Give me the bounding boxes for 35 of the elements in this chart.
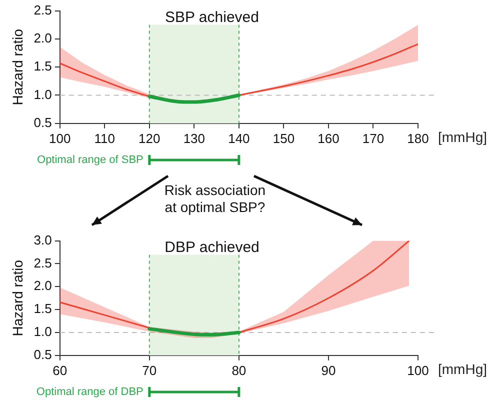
text: [mmHg]	[438, 360, 487, 377]
x-tick-label: 170	[362, 130, 384, 146]
band-label: Optimal range of DBP	[36, 386, 144, 398]
x-tick-label: 60	[52, 362, 68, 378]
text: [mmHg]	[438, 128, 487, 145]
chart-title: SBP achieved	[165, 8, 259, 26]
x-tick-label: 180	[407, 130, 429, 146]
x-tick-label: 90	[321, 362, 336, 378]
x-tick-label: 80	[232, 362, 246, 378]
y-tick-label: 2.5	[34, 2, 52, 18]
x-tick-label: 100	[49, 130, 71, 146]
x-tick-label: 140	[228, 130, 250, 146]
line-series	[148, 94, 241, 104]
y-tick-label: 1.0	[34, 86, 52, 102]
x-tick-label: 120	[138, 130, 160, 146]
y-tick-label: 1.5	[34, 58, 52, 74]
band-label: Optimal range of SBP	[37, 154, 144, 166]
y-tick-label: 0.5	[34, 346, 52, 362]
y-tick-label: 1.5	[34, 301, 52, 316]
y-axis-title: Hazard ratio	[9, 260, 26, 336]
y-axis-title: Hazard ratio	[9, 28, 26, 106]
x-tick-label: 160	[318, 130, 340, 146]
chart-title: DBP achieved	[164, 238, 260, 256]
x-tick-label: 70	[142, 362, 157, 378]
y-tick-label: 2.0	[34, 30, 52, 46]
x-tick-label: 100	[407, 362, 429, 378]
text: Risk association at optimal SBP?	[163, 182, 267, 216]
x-tick-label: 110	[94, 130, 116, 146]
x-tick-label: 150	[272, 130, 295, 146]
y-tick-label: 1.0	[34, 324, 52, 340]
y-tick-label: 2.5	[34, 255, 52, 270]
y-tick-label: 2.0	[34, 278, 52, 294]
x-tick-label: 130	[183, 130, 206, 146]
y-tick-label: 0.5	[34, 114, 52, 130]
y-tick-label: 3.0	[34, 232, 52, 248]
